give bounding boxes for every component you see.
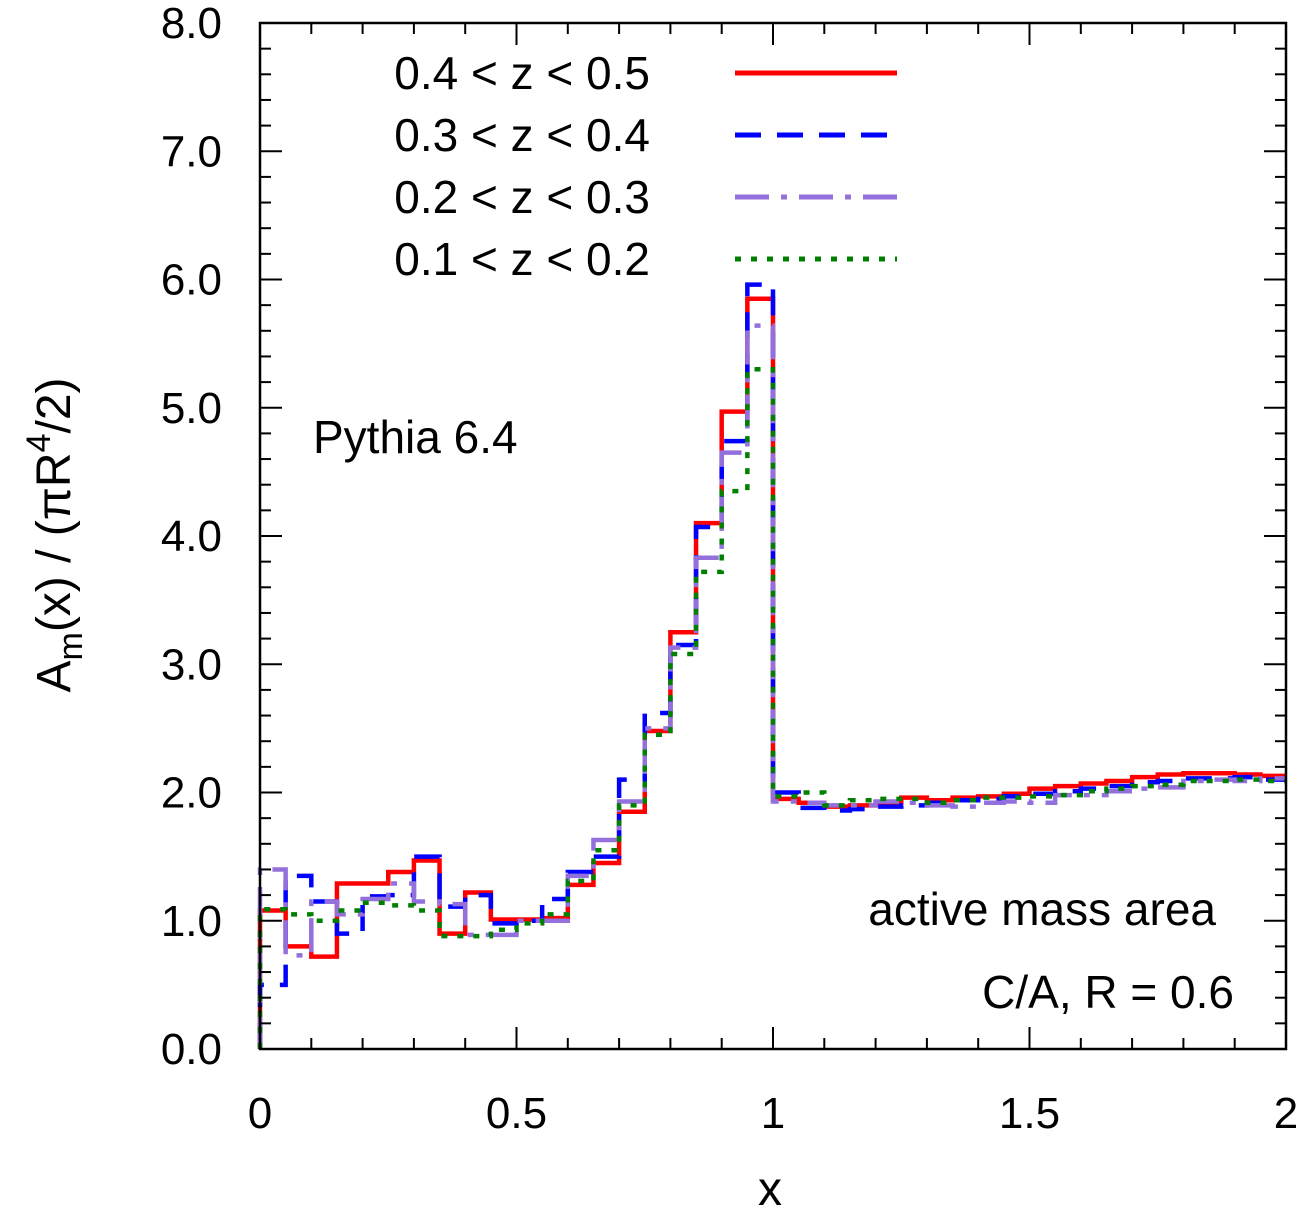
y-tick-label: 1.0: [161, 897, 222, 946]
legend-item: 0.1 < z < 0.2: [394, 233, 897, 285]
legend: 0.4 < z < 0.5 0.3 < z < 0.4 0.2 < z < 0.3 0…: [394, 47, 897, 285]
legend-label: 0.1 < z < 0.2: [394, 233, 650, 285]
generator-annotation: Pythia 6.4: [313, 411, 518, 463]
legend-item: 0.4 < z < 0.5: [394, 47, 897, 99]
series-layer: [257, 282, 1286, 1049]
legend-label: 0.2 < z < 0.3: [394, 171, 650, 223]
y-tick-label: 2.0: [161, 769, 222, 818]
x-tick-label: 2: [1274, 1089, 1298, 1138]
tick-layer: [259, 22, 1287, 1050]
y-axis-label: Am(x) / (πR4/2): [20, 377, 90, 692]
x-tick-label: 1.5: [999, 1089, 1060, 1138]
series-line-2: [257, 282, 1286, 1049]
series-line-4: [257, 367, 1286, 1049]
y-tick-label: 0.0: [161, 1025, 222, 1074]
y-axis-label-part: A: [28, 661, 81, 693]
x-axis-label: x: [758, 1163, 782, 1216]
x-tick-label: 0: [248, 1089, 272, 1138]
y-tick-label: 6.0: [161, 256, 222, 305]
x-tick-label: 1: [761, 1089, 785, 1138]
y-axis-label-subscript: m: [52, 632, 90, 660]
legend-label: 0.3 < z < 0.4: [394, 109, 650, 161]
y-tick-label: 3.0: [161, 640, 222, 689]
y-axis-label-part: /2): [28, 377, 81, 433]
y-axis-label-superscript: 4: [20, 434, 58, 453]
y-tick-label: 7.0: [161, 127, 222, 176]
annotation-line-2: C/A, R = 0.6: [982, 966, 1234, 1018]
legend-item: 0.3 < z < 0.4: [394, 109, 897, 161]
label-layer: 0 0.5 1 1.5 2 0.0 1.0 2.0 3.0 4.0 5.0 6.0 7.0 8.0: [161, 0, 1298, 1138]
legend-label: 0.4 < z < 0.5: [394, 47, 650, 99]
y-tick-label: 5.0: [161, 384, 222, 433]
y-tick-label: 4.0: [161, 512, 222, 561]
x-tick-label: 0.5: [486, 1089, 547, 1138]
annotation-line-1: active mass area: [868, 883, 1216, 935]
legend-item: 0.2 < z < 0.3: [394, 171, 897, 223]
y-axis-label-part: (x) / (πR: [28, 452, 81, 632]
y-tick-label: 8.0: [161, 0, 222, 48]
series-line-3: [257, 323, 1286, 1049]
